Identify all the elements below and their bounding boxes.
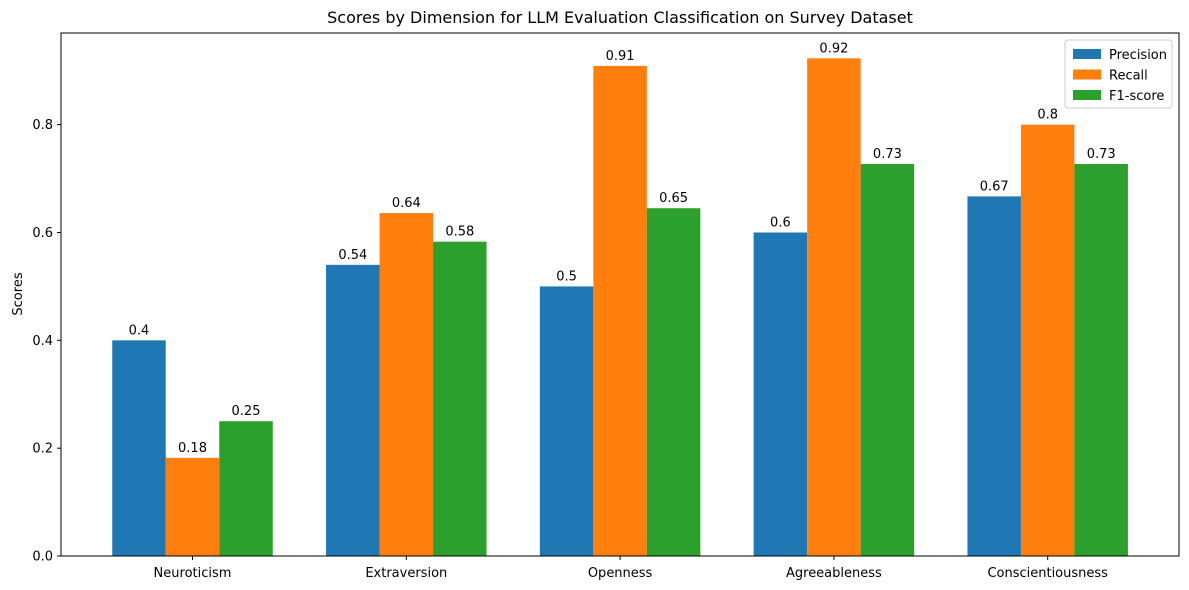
data-label: 0.91 [606,49,635,64]
bar-recall [593,65,647,556]
data-label: 0.58 [445,225,474,240]
data-label: 0.64 [392,196,421,211]
data-label: 0.67 [980,179,1009,194]
chart-title: Scores by Dimension for LLM Evaluation C… [327,8,913,27]
bar-f1-score [219,421,273,556]
y-tick-label: 0.0 [32,550,53,565]
legend-swatch [1073,69,1101,80]
x-tick-label: Conscientiousness [987,566,1108,581]
y-tick-label: 0.6 [32,226,53,241]
bar-recall [807,58,861,556]
data-label: 0.65 [659,191,688,206]
y-tick-label: 0.2 [32,442,53,457]
x-tick-label: Openness [588,566,653,581]
bar-f1-score [1074,164,1128,556]
x-tick-label: Agreeableness [786,566,882,581]
bar-precision [967,196,1021,556]
data-label: 0.6 [770,215,791,230]
x-tick-label: Extraversion [365,566,447,581]
data-label: 0.4 [129,323,150,338]
legend-label: Recall [1109,69,1148,84]
y-tick-label: 0.4 [32,334,53,349]
y-axis-label: Scores [11,272,26,315]
bar-recall [1020,124,1075,556]
x-tick-label: Neuroticism [154,566,232,581]
data-label: 0.73 [873,147,902,162]
data-label: 0.54 [338,248,367,263]
plot-area: 0.0 0.2 0.4 0.6 0.8 0.4 0.18 0.25 Neuroticism 0.5… [32,41,1128,581]
bar-recall [165,457,220,556]
legend-label: Precision [1109,48,1167,63]
data-label: 0.18 [178,441,207,456]
bar-precision [539,286,594,556]
bar-precision [112,340,166,556]
legend-swatch [1073,90,1101,100]
data-label: 0.25 [232,404,261,419]
legend-swatch [1073,49,1101,59]
bar-recall [379,213,434,556]
bar-f1-score [433,241,487,556]
bar-f1-score [860,164,915,556]
legend: Precision Recall F1-score [1064,39,1173,109]
bar-precision [753,232,808,556]
bar-precision [326,264,380,556]
data-label: 0.8 [1037,108,1058,123]
data-label: 0.92 [819,41,848,56]
y-tick-label: 0.8 [32,118,53,133]
legend-label: F1-score [1109,89,1164,104]
plot-frame [60,32,1180,557]
data-label: 0.5 [556,269,577,284]
data-label: 0.73 [1087,147,1116,162]
bar-f1-score [646,208,701,556]
